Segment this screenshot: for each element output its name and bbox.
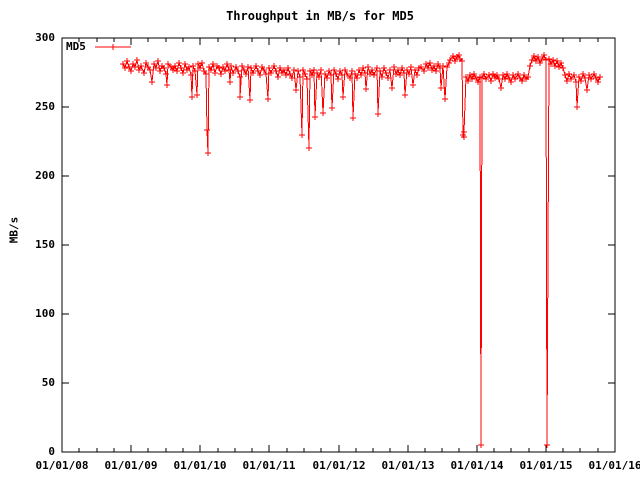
x-tick-label: 01/01/16 <box>588 459 640 472</box>
series-markers-MD5 <box>120 52 603 448</box>
y-tick-label: 300 <box>35 31 55 44</box>
y-tick-label: 250 <box>35 100 55 113</box>
x-tick-label: 01/01/11 <box>242 459 296 472</box>
y-tick-label: 100 <box>35 307 55 320</box>
axis-ticks <box>61 37 616 453</box>
x-tick-label: 01/01/15 <box>519 459 573 472</box>
x-tick-label: 01/01/12 <box>312 459 366 472</box>
series-line-MD5 <box>122 53 601 446</box>
legend-series-marker <box>95 44 131 50</box>
x-tick-label: 01/01/14 <box>450 459 504 472</box>
x-tick-label: 01/01/13 <box>381 459 435 472</box>
y-tick-label: 150 <box>35 238 55 251</box>
y-tick-label: 0 <box>48 445 55 458</box>
chart-title: Throughput in MB/s for MD5 <box>226 9 414 23</box>
y-tick-label: 200 <box>35 169 55 182</box>
x-tick-label: 01/01/09 <box>104 459 158 472</box>
y-tick-label: 50 <box>41 376 55 389</box>
plot-border <box>61 37 616 453</box>
x-tick-label: 01/01/10 <box>173 459 227 472</box>
x-tick-label: 01/01/08 <box>35 459 89 472</box>
legend-series-label: MD5 <box>66 40 86 53</box>
